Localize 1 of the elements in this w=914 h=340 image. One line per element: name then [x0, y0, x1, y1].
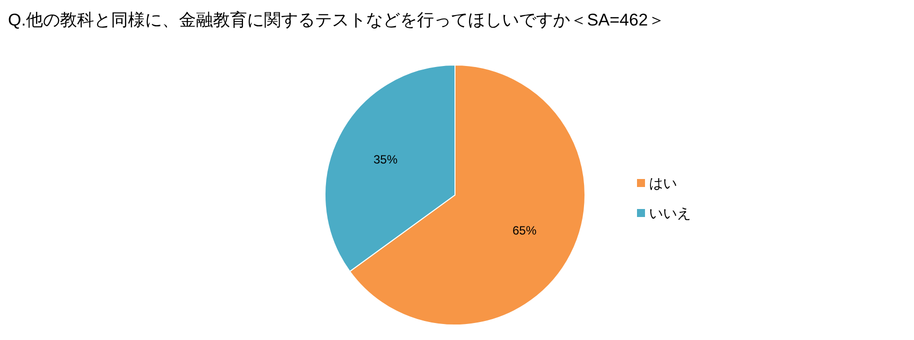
title: Q.他の教科と同様に、金融教育に関するテストなどを行ってほしいですか＜SA=462＞ [8, 10, 665, 30]
